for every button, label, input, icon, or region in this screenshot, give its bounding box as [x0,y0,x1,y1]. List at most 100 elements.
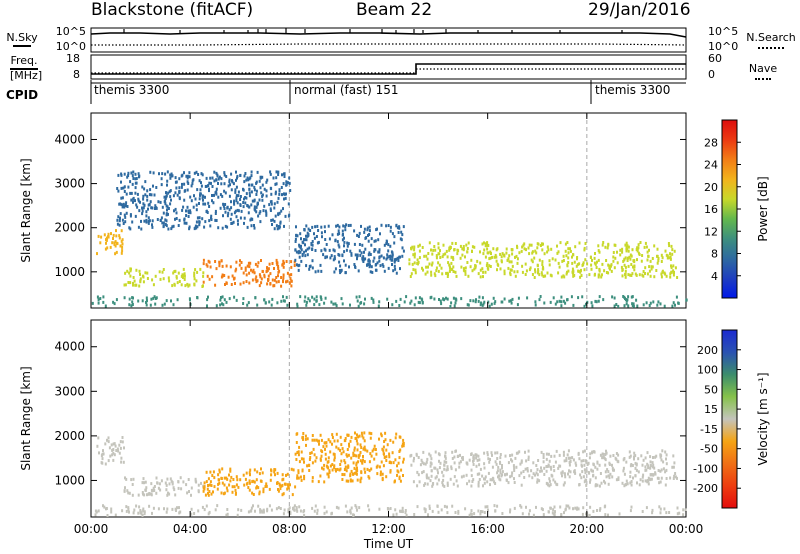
scatter-cell [664,483,667,487]
scatter-cell [583,449,586,453]
scatter-cell [416,470,419,474]
scatter-cell [511,264,514,268]
scatter-cell [554,258,557,262]
scatter-cell [527,246,530,250]
scatter-cell [333,458,336,462]
scatter-cell [272,176,275,180]
scatter-cell [265,180,268,184]
scatter-cell [397,231,400,234]
scatter-cell [536,480,539,484]
scatter-cell [363,439,366,443]
scatter-cell [631,464,634,467]
clutter-cell [296,302,299,306]
scatter-cell [107,440,110,444]
scatter-cell [261,193,264,197]
scatter-cell [633,265,636,269]
scatter-cell [424,272,427,276]
clutter-cell [631,304,634,307]
scatter-cell [659,469,662,473]
clutter-cell [617,304,620,308]
scatter-cell [253,271,256,275]
scatter-cell [599,453,602,457]
scatter-cell [521,245,524,249]
scatter-cell [280,209,283,213]
scatter-cell [290,265,293,269]
scatter-cell [195,170,198,174]
scatter-cell [234,488,237,492]
scatter-cell [251,199,254,203]
scatter-cell [274,190,277,194]
scatter-cell [626,259,629,262]
scatter-cell [204,195,206,199]
clutter-cell [139,509,142,512]
scatter-cell [354,437,357,440]
clutter-cell [137,511,140,515]
scatter-cell [297,471,300,475]
scatter-cell [494,253,497,257]
scatter-cell [590,263,593,267]
clutter-cell [552,296,555,300]
scatter-cell [290,467,293,471]
scatter-cell [430,457,433,461]
scatter-cell [475,453,478,457]
scatter-cell [580,463,583,467]
scatter-cell [347,479,350,483]
scatter-cell [286,487,289,491]
scatter-cell [154,204,157,208]
clutter-cell [635,298,638,302]
scatter-cell [402,441,405,445]
scatter-cell [625,245,628,249]
scatter-cell [255,478,258,482]
scatter-cell [477,272,480,276]
scatter-cell [624,243,627,247]
sky-left-tick-2: 10^0 [56,40,86,53]
scatter-cell [258,472,261,476]
scatter-cell [534,268,536,272]
scatter-cell [659,455,662,459]
scatter-cell [99,241,102,245]
scatter-cell [160,183,163,187]
scatter-cell [276,263,279,267]
scatter-cell [620,265,623,269]
scatter-cell [150,493,153,497]
scatter-cell [557,261,560,265]
scatter-cell [442,478,445,482]
clutter-cell [460,297,463,301]
scatter-cell [352,461,355,465]
scatter-cell [418,249,421,253]
scatter-cell [636,258,638,262]
scatter-cell [426,482,429,486]
scatter-cell [505,478,508,482]
scatter-cell [676,276,679,279]
scatter-cell [568,463,571,467]
scatter-cell [623,263,626,267]
scatter-cell [288,181,291,185]
scatter-cell [605,271,608,274]
scatter-cell [351,479,354,483]
scatter-cell [466,247,469,250]
scatter-cell [354,471,356,475]
freq-label: Freq. [MHz] [4,55,44,82]
clutter-cell [521,512,524,516]
scatter-cell [230,206,233,210]
scatter-cell [393,260,396,264]
scatter-cell [602,241,605,244]
scatter-cell [250,203,253,207]
scatter-cell [256,264,259,268]
clutter-cell [424,510,427,514]
scatter-cell [190,199,193,203]
scatter-cell [229,183,231,187]
clutter-cell [618,512,621,516]
sky-panel-frame [90,27,687,53]
scatter-cell [107,436,110,440]
scatter-cell [370,265,373,269]
scatter-cell [524,262,527,266]
scatter-cell [257,202,259,206]
clutter-cell [677,301,680,305]
scatter-cell [625,460,628,464]
scatter-cell [167,207,170,210]
scatter-cell [162,211,165,215]
y-axis-label: Slant Range [km] [19,158,33,262]
scatter-cell [596,260,598,264]
scatter-cell [311,434,314,437]
